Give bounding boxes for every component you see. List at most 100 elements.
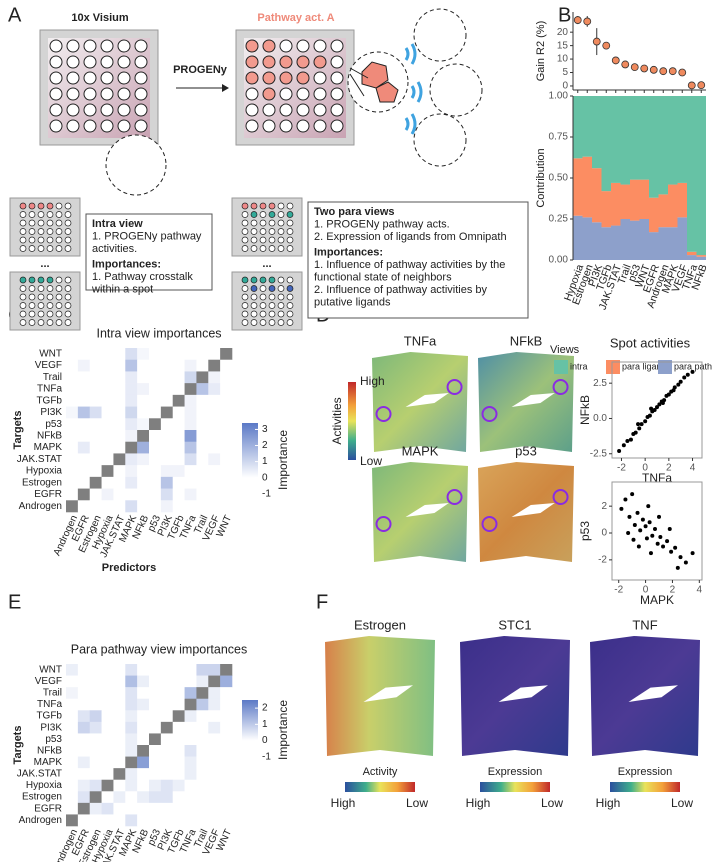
heat-cell <box>149 406 162 419</box>
spot <box>313 103 327 117</box>
spot <box>37 293 45 301</box>
x-tick-label: 2 <box>666 463 672 474</box>
spot <box>277 228 285 235</box>
spot <box>117 39 131 53</box>
diagonal-cell <box>220 348 233 361</box>
spot <box>66 119 80 133</box>
highlight <box>481 406 498 422</box>
spot <box>83 119 97 133</box>
heat-cell <box>160 453 174 466</box>
x-tick-label: 0 <box>642 463 648 474</box>
spot <box>259 228 267 235</box>
x-tick-label: 4 <box>690 463 696 474</box>
point <box>652 408 657 412</box>
spot <box>28 228 36 235</box>
arrow-head <box>222 84 229 92</box>
heat-cell <box>160 394 174 407</box>
bar-segment <box>696 256 706 260</box>
heat-cell <box>149 476 162 489</box>
heat-cell <box>160 500 174 513</box>
heat-cell <box>89 814 102 827</box>
y-tick-label: Androgen <box>19 815 62 826</box>
spot <box>37 319 45 326</box>
spot <box>286 319 294 326</box>
heat-cell <box>66 348 79 361</box>
heat-cell <box>172 698 185 711</box>
legend-tick-label: 0 <box>262 735 268 746</box>
y-tick-label: Estrogen <box>22 477 62 488</box>
bar-segment <box>620 184 630 219</box>
spot <box>37 202 45 210</box>
spot <box>64 285 72 292</box>
point <box>619 506 624 511</box>
bar-segment <box>582 217 592 260</box>
heat-cell <box>196 768 209 781</box>
bar-segment <box>601 96 611 192</box>
y-tick-label: p53 <box>45 734 62 745</box>
dot <box>583 17 592 26</box>
heat-cell <box>220 430 233 443</box>
bar-segment <box>573 96 583 159</box>
legend-low: Low <box>406 796 428 810</box>
spot <box>46 228 54 235</box>
point <box>690 551 695 556</box>
heat-cell <box>184 453 197 466</box>
highlight <box>446 489 463 505</box>
diagonal-cell <box>125 756 138 769</box>
heat-cell <box>172 814 185 827</box>
diagonal-cell <box>160 721 174 734</box>
box-line: functional state of neighbors <box>314 271 452 283</box>
heat-cell <box>172 441 185 454</box>
spot <box>55 211 63 218</box>
heat-cell <box>184 745 197 757</box>
heat-cell <box>184 394 197 407</box>
heat-cell <box>149 488 162 501</box>
spot <box>241 302 249 309</box>
heat-cell <box>184 802 197 815</box>
heat-cell <box>220 814 233 827</box>
heat-cell <box>160 687 174 700</box>
spot <box>268 245 276 252</box>
heat-cell <box>149 359 162 372</box>
diagonal-cell <box>137 745 150 757</box>
y-tick-label: 1.00 <box>549 91 569 102</box>
spot <box>100 71 114 85</box>
heat-cell <box>101 476 114 489</box>
x-axis-label: Predictors <box>102 562 156 574</box>
heat-cell <box>77 406 91 419</box>
y-tick-label: 0.25 <box>549 214 569 225</box>
spot <box>37 285 45 292</box>
y-tick-label: TGFb <box>36 711 62 722</box>
spot <box>286 228 294 235</box>
y-tick-label: PI3K <box>40 722 62 733</box>
tissue-hole <box>405 393 449 407</box>
heat-cell <box>101 814 114 827</box>
y-tick-label: 0 <box>562 81 568 92</box>
point <box>682 375 687 380</box>
heat-cell <box>77 768 91 781</box>
spot <box>66 103 80 117</box>
spot <box>19 228 27 235</box>
spot <box>330 39 344 53</box>
spot <box>19 219 27 227</box>
heat-cell <box>77 359 91 372</box>
point <box>636 544 641 549</box>
legend-swatch <box>554 360 568 374</box>
heat-cell <box>66 687 79 700</box>
spot <box>279 103 293 117</box>
spot <box>55 236 63 244</box>
heat-cell <box>77 791 91 804</box>
bar-segment <box>620 219 630 260</box>
point <box>678 555 683 560</box>
y-tick-label: Trail <box>43 372 62 383</box>
point <box>643 524 648 529</box>
heat-cell <box>89 430 102 443</box>
heat-cell <box>89 348 102 361</box>
y-axis-label: Targets <box>12 726 24 765</box>
heat-cell <box>208 687 221 700</box>
y-tick-label: EGFR <box>34 489 62 500</box>
heat-cell <box>89 359 102 372</box>
spot <box>250 236 258 244</box>
heat-cell <box>89 664 102 676</box>
highlight <box>552 379 569 395</box>
